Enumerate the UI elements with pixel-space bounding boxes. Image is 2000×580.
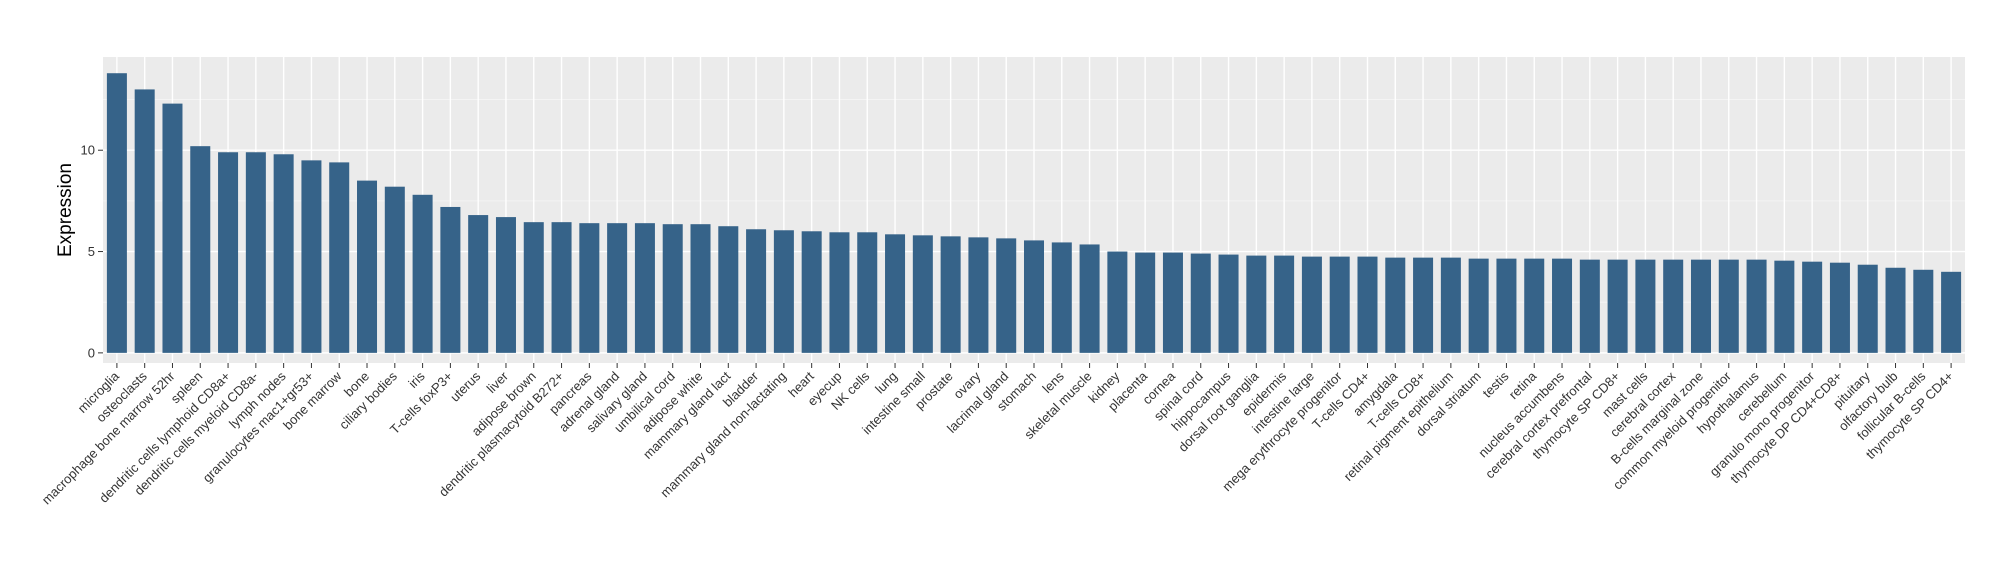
bar [1218, 254, 1239, 353]
bar [1885, 267, 1906, 353]
y-tick-label: 10 [81, 143, 95, 158]
bar [1413, 257, 1434, 353]
bar [440, 206, 461, 353]
bar [1774, 260, 1795, 353]
bar [1246, 255, 1267, 353]
bar [634, 223, 655, 353]
bar [1135, 252, 1156, 353]
bar [134, 89, 155, 353]
bar [885, 234, 906, 353]
bar [1857, 264, 1878, 353]
bar [1468, 258, 1489, 353]
bar [468, 215, 489, 353]
bar [301, 160, 322, 353]
bar [1162, 252, 1183, 353]
bar [523, 222, 544, 353]
bar [1913, 269, 1934, 353]
bar [718, 226, 739, 353]
bar [329, 162, 350, 353]
bar [579, 223, 600, 353]
y-tick-label: 5 [88, 244, 95, 259]
bar [662, 224, 683, 353]
bar [1190, 253, 1211, 353]
bar [773, 230, 794, 353]
bar [1829, 262, 1850, 353]
y-axis-title: Expression [55, 163, 76, 257]
bar [1496, 258, 1517, 353]
bar [1746, 259, 1767, 353]
bar [690, 224, 711, 353]
bar [1663, 259, 1684, 353]
x-tick-label: uterus [447, 368, 484, 405]
bar [996, 238, 1017, 353]
bar [1690, 259, 1711, 353]
bar [1107, 251, 1128, 353]
bar [1357, 256, 1378, 353]
bar [1440, 257, 1461, 353]
bar [1301, 256, 1322, 353]
bar [857, 232, 878, 353]
bar [273, 154, 294, 353]
bar [495, 217, 516, 353]
bar [940, 236, 961, 353]
y-tick-label: 0 [88, 345, 95, 360]
bar [1274, 255, 1295, 353]
bar [106, 73, 127, 353]
bar [912, 235, 933, 353]
bar [1579, 259, 1600, 353]
bar [412, 194, 433, 353]
bar [218, 152, 239, 353]
bar [384, 186, 405, 353]
bar [1607, 259, 1628, 353]
bar [1023, 240, 1045, 353]
bar [1329, 256, 1350, 353]
bar [968, 237, 989, 353]
bar [245, 152, 266, 353]
bar [1051, 242, 1072, 353]
bar [357, 180, 378, 353]
bar [1524, 258, 1545, 353]
bar [829, 232, 850, 353]
bar [551, 222, 572, 353]
x-tick-label: testis [1480, 368, 1512, 400]
bar [1079, 244, 1100, 353]
bars [106, 73, 1962, 353]
y-axis: 0 5 10 [81, 143, 103, 360]
bar [1635, 259, 1656, 353]
bar [801, 231, 822, 353]
bar [1552, 258, 1573, 353]
bar [1718, 259, 1739, 353]
bar [746, 229, 767, 353]
bar [162, 103, 183, 353]
bar [607, 223, 628, 353]
bar [190, 146, 211, 353]
bar [1802, 261, 1823, 353]
bar [1385, 257, 1406, 353]
bar [1941, 271, 1962, 353]
